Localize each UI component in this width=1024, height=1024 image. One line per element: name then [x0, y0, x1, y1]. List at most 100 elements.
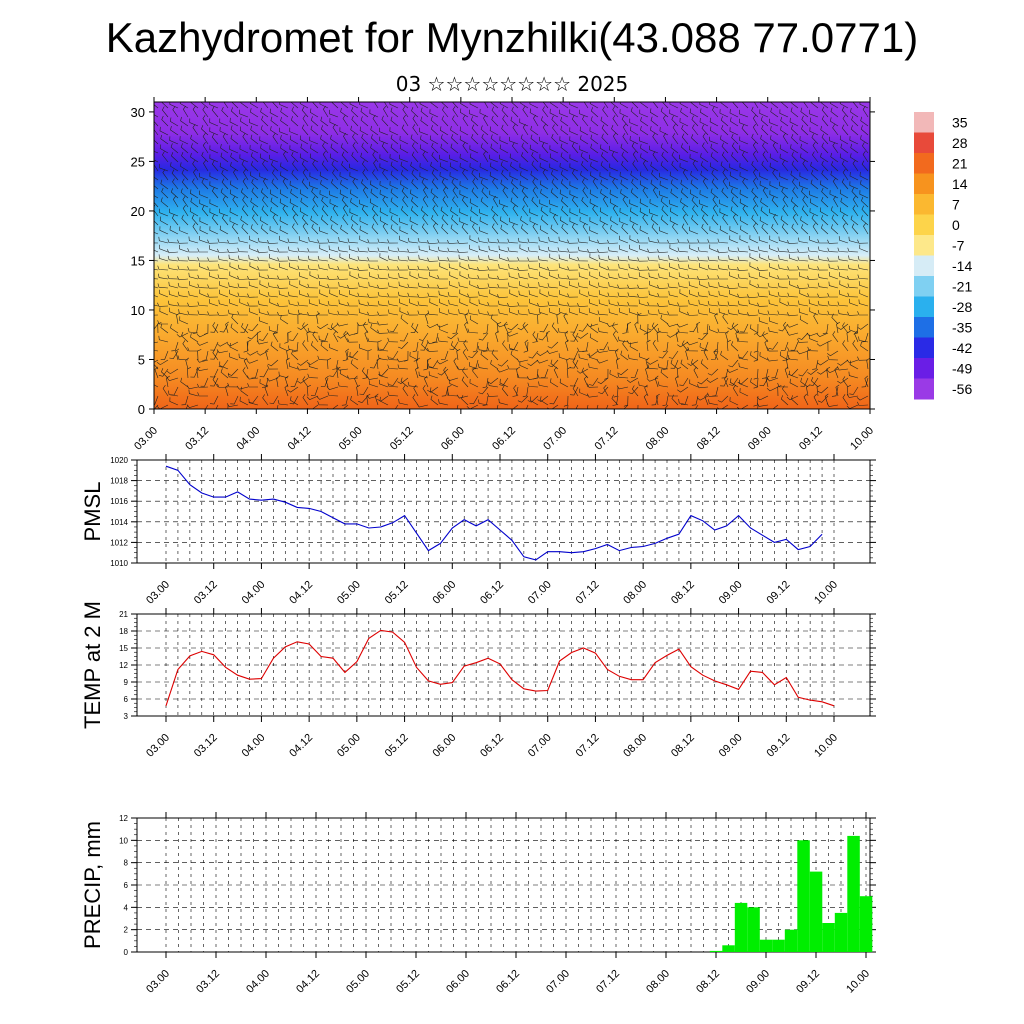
wind-barb	[401, 124, 409, 136]
wind-barb	[550, 378, 559, 388]
wind-barb	[490, 359, 499, 370]
wind-barb	[657, 239, 669, 244]
wind-barb	[430, 116, 439, 127]
wind-barb	[589, 198, 599, 208]
wind-barb	[490, 134, 499, 145]
wind-barb	[411, 169, 419, 181]
wind-barb	[439, 325, 449, 334]
wind-barb	[791, 133, 799, 145]
wind-barb	[299, 102, 309, 109]
wind-barb	[243, 357, 249, 370]
wind-barb	[477, 284, 489, 289]
wind-barb	[202, 133, 209, 145]
wind-barb	[758, 236, 769, 244]
wind-barb	[259, 332, 269, 341]
wind-barb	[327, 358, 332, 370]
wind-barbs	[154, 102, 870, 409]
wind-barb	[658, 255, 669, 262]
wind-barb	[377, 300, 389, 307]
wind-barb	[540, 396, 549, 406]
wind-barb	[731, 322, 739, 334]
wind-barb	[230, 152, 239, 163]
wind-barb	[589, 189, 599, 199]
wind-barb	[567, 275, 579, 280]
wind-barb	[307, 255, 319, 262]
wind-barb	[549, 108, 559, 118]
wind-barb	[209, 272, 219, 280]
wind-barb	[631, 223, 639, 235]
wind-barb	[596, 349, 609, 353]
wind-barb	[154, 114, 159, 118]
wind-barb	[388, 300, 399, 307]
wind-barb	[337, 246, 349, 253]
precip-x-tick-label: 06.00	[444, 968, 472, 996]
wind-barb	[658, 309, 669, 316]
wind-barb	[690, 359, 699, 370]
wind-barb	[537, 395, 549, 402]
wind-barb	[707, 275, 718, 280]
wind-barb	[419, 163, 429, 172]
wind-barb	[732, 213, 739, 226]
wind-barb	[714, 312, 719, 325]
precip-x-tick-label: 07.12	[594, 968, 622, 996]
wind-barb	[337, 275, 349, 280]
wind-barb	[345, 348, 350, 361]
wind-barb	[354, 375, 359, 388]
wind-barb	[666, 323, 679, 327]
wind-barb	[532, 332, 539, 343]
wind-barb	[668, 272, 679, 280]
wind-barb	[390, 224, 399, 235]
colorbar-swatch	[914, 337, 934, 359]
wind-barb	[190, 153, 199, 163]
wind-barb	[698, 299, 709, 307]
wind-barb	[639, 324, 649, 334]
wind-barb	[840, 143, 849, 154]
wind-barb	[169, 225, 179, 235]
wind-barb	[202, 106, 209, 118]
wind-barb	[441, 223, 449, 235]
wind-barb	[193, 168, 199, 181]
wind-barb	[737, 309, 749, 316]
wind-barb	[779, 109, 789, 118]
wind-barb	[349, 208, 359, 217]
wind-barb	[209, 299, 219, 307]
wind-barb	[761, 223, 769, 235]
wind-barb	[764, 339, 769, 352]
wind-barb	[311, 102, 319, 109]
wind-barb	[157, 302, 169, 307]
wind-barb	[648, 290, 659, 298]
wind-barb	[270, 341, 279, 352]
wind-barb	[772, 169, 779, 181]
wind-barb	[450, 126, 459, 136]
wind-barb	[449, 271, 459, 280]
wind-barb	[739, 379, 749, 388]
wind-barb	[640, 144, 649, 154]
wind-barb	[318, 335, 329, 343]
wind-barb	[257, 266, 269, 271]
wind-barb	[413, 384, 419, 397]
wind-barb	[419, 102, 429, 109]
wind-barb	[660, 143, 669, 154]
wind-barb	[658, 263, 669, 271]
wind-barb	[521, 152, 529, 163]
wind-barb	[154, 295, 159, 298]
pmsl-x-tick-label: 06.00	[430, 579, 458, 607]
wind-barb	[581, 196, 589, 208]
wind-barb	[677, 328, 689, 334]
wind-barb	[339, 369, 349, 379]
wind-barb	[279, 216, 289, 226]
wind-barb	[241, 160, 249, 172]
wind-barb	[677, 367, 682, 379]
wind-barb	[830, 206, 839, 217]
wind-barb	[817, 359, 829, 366]
wind-barb	[297, 301, 309, 307]
wind-barb	[817, 368, 829, 375]
wind-barb	[320, 377, 329, 387]
wind-barb	[427, 347, 439, 352]
wind-barb	[189, 189, 199, 199]
wind-barb	[667, 239, 679, 244]
wind-barb	[438, 290, 449, 298]
wind-barb	[467, 256, 479, 262]
wind-barb	[766, 357, 779, 362]
wind-barb	[469, 109, 479, 118]
